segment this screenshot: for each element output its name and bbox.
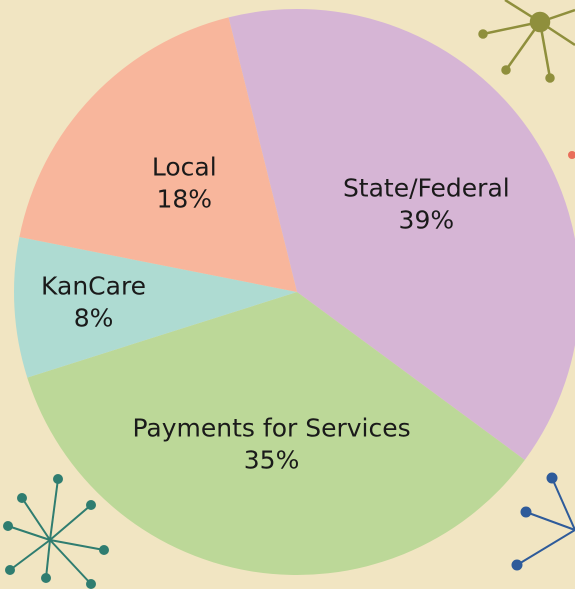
slice-label: Payments for Services	[132, 414, 410, 443]
decoration-bottom-left	[3, 474, 109, 589]
pie-slice	[27, 292, 525, 575]
slice-label: State/Federal	[343, 173, 510, 202]
decoration-bottom-right	[511, 472, 575, 571]
pie-slice	[13, 237, 297, 378]
slice-value-label: 18%	[156, 185, 212, 214]
slice-label: KanCare	[41, 271, 146, 300]
slice-label: Local	[152, 153, 217, 182]
pie-slice	[228, 8, 575, 460]
decoration-top-right	[478, 0, 575, 83]
slice-value-label: 39%	[399, 205, 455, 234]
decoration-dot	[568, 151, 575, 159]
slice-value-label: 8%	[74, 303, 114, 332]
pie-slice	[19, 17, 298, 292]
slice-value-label: 35%	[244, 446, 300, 475]
